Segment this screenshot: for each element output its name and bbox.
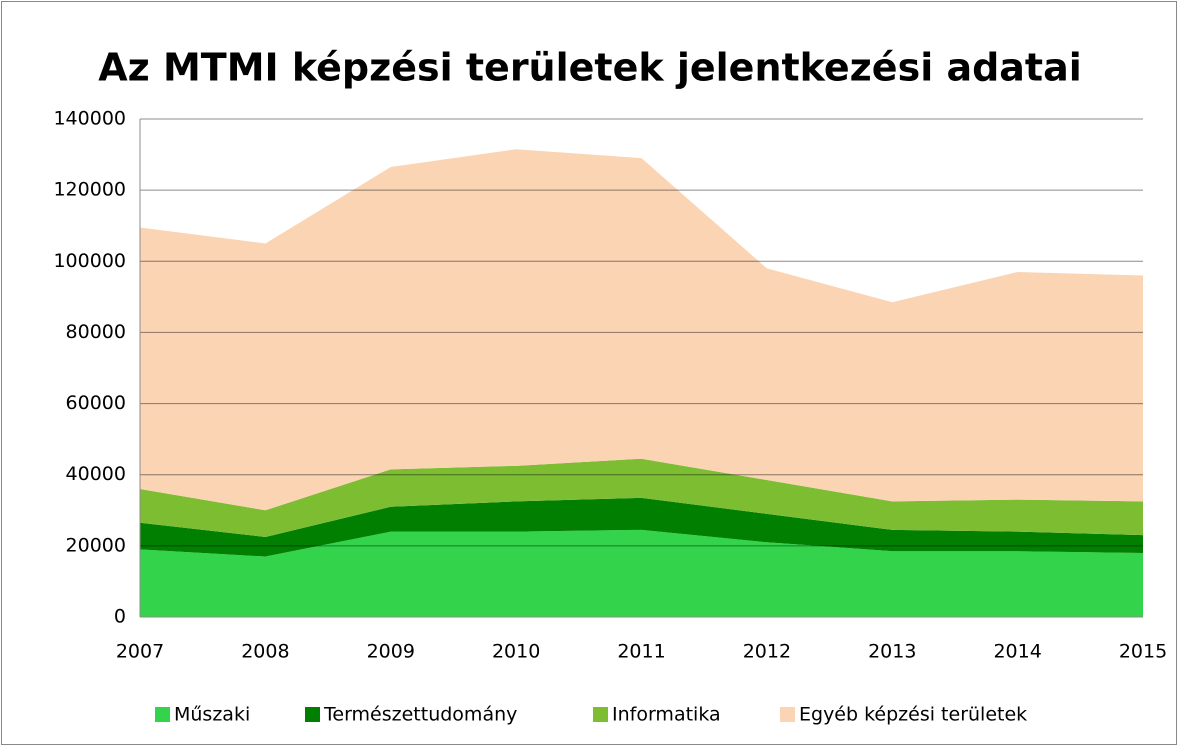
y-tick-label: 120000: [53, 179, 126, 201]
y-tick-label: 80000: [66, 321, 126, 343]
x-tick-label: 2008: [241, 641, 289, 663]
y-tick-label: 20000: [66, 534, 126, 556]
x-tick-label: 2015: [1119, 641, 1167, 663]
y-tick-label: 100000: [53, 250, 126, 272]
area: [140, 458, 1143, 537]
legend-swatch: [593, 707, 608, 722]
y-tick-label: 60000: [66, 392, 126, 414]
x-tick-label: 2007: [116, 641, 164, 663]
legend-label: Műszaki: [174, 704, 250, 726]
legend-swatch: [155, 707, 170, 722]
area: [140, 149, 1143, 511]
x-tick-label: 2011: [617, 641, 665, 663]
x-tick-label: 2014: [993, 641, 1041, 663]
x-tick-label: 2009: [367, 641, 415, 663]
legend-label: Egyéb képzési területek: [799, 704, 1027, 726]
x-tick-label: 2010: [492, 641, 540, 663]
legend-label: Természettudomány: [323, 704, 517, 726]
chart-title: Az MTMI képzési területek jelentkezési a…: [98, 46, 1082, 90]
area: [140, 529, 1143, 617]
legend-swatch: [305, 707, 320, 722]
y-tick-label: 40000: [66, 463, 126, 485]
area: [140, 497, 1143, 557]
y-tick-label: 140000: [53, 108, 126, 130]
legend-label: Informatika: [612, 704, 721, 726]
x-tick-label: 2012: [743, 641, 791, 663]
legend-swatch: [780, 707, 795, 722]
y-tick-label: 0: [114, 606, 126, 628]
x-tick-label: 2013: [868, 641, 916, 663]
